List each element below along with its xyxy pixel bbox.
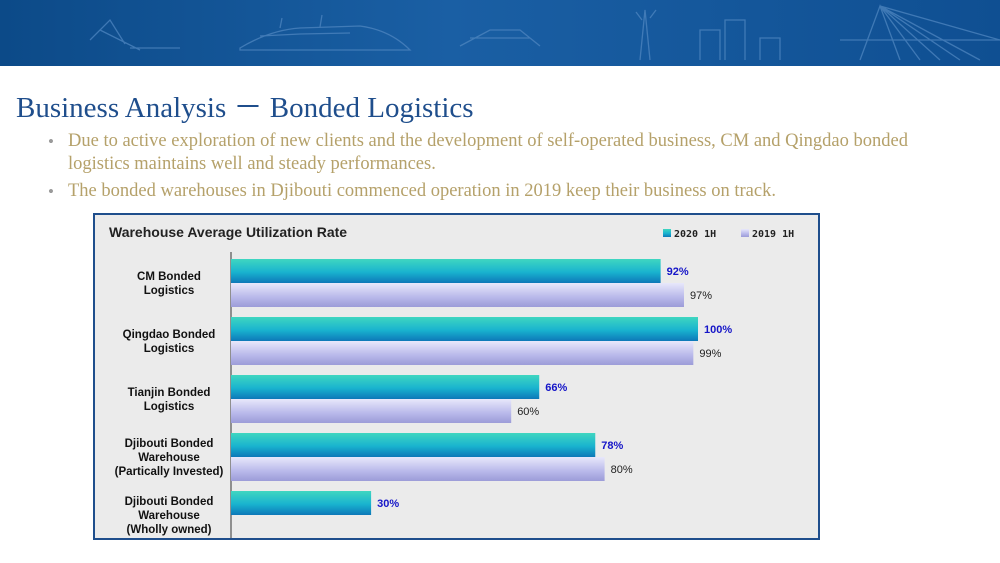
bar-2020-1h — [231, 317, 698, 341]
bullet-item: • The bonded warehouses in Djibouti comme… — [46, 180, 926, 203]
bar-2019-1h — [231, 341, 693, 365]
bullet-item: • Due to active exploration of new client… — [46, 130, 926, 176]
bullet-dot-icon: • — [48, 130, 54, 153]
bar-2019-1h — [231, 283, 684, 307]
data-label: 97% — [690, 290, 712, 302]
bar-2019-1h — [231, 457, 605, 481]
data-label: 78% — [601, 440, 623, 452]
bar-2019-1h — [231, 399, 511, 423]
legend-swatch — [663, 229, 671, 237]
page-title: Business Analysis － Bonded Logistics — [16, 84, 474, 126]
data-label: 92% — [667, 266, 689, 278]
data-label: 66% — [545, 382, 567, 394]
category-label: Tianjin Bonded Logistics — [128, 387, 211, 413]
utilization-chart: Warehouse Average Utilization Rate 2020 1… — [93, 213, 820, 540]
data-label: 100% — [704, 324, 732, 336]
category-label: Qingdao Bonded Logistics — [123, 329, 216, 355]
bar-2020-1h — [231, 491, 371, 515]
bullet-dot-icon: • — [48, 180, 54, 203]
legend-label: 2019 1H — [752, 229, 794, 240]
chart-title: Warehouse Average Utilization Rate — [109, 224, 347, 240]
category-label: CM Bonded Logistics — [137, 271, 201, 297]
bullet-list: • Due to active exploration of new client… — [46, 130, 926, 207]
category-label: Djibouti Bonded Warehouse (Wholly owned) — [125, 496, 214, 536]
legend-swatch — [741, 229, 749, 237]
chart-canvas: Warehouse Average Utilization Rate 2020 1… — [95, 215, 818, 538]
legend-label: 2020 1H — [674, 229, 716, 240]
harbor-skyline-graphic — [0, 0, 1000, 66]
bar-2020-1h — [231, 375, 539, 399]
bullet-text: Due to active exploration of new clients… — [68, 131, 908, 174]
data-label: 30% — [377, 498, 399, 510]
header-banner — [0, 0, 1000, 66]
bar-2020-1h — [231, 433, 595, 457]
bullet-text: The bonded warehouses in Djibouti commen… — [68, 181, 776, 201]
category-label: Djibouti Bonded Warehouse (Partically Inve… — [115, 438, 224, 478]
bar-2020-1h — [231, 259, 661, 283]
data-label: 60% — [517, 406, 539, 418]
data-label: 80% — [611, 464, 633, 476]
data-label: 99% — [699, 348, 721, 360]
